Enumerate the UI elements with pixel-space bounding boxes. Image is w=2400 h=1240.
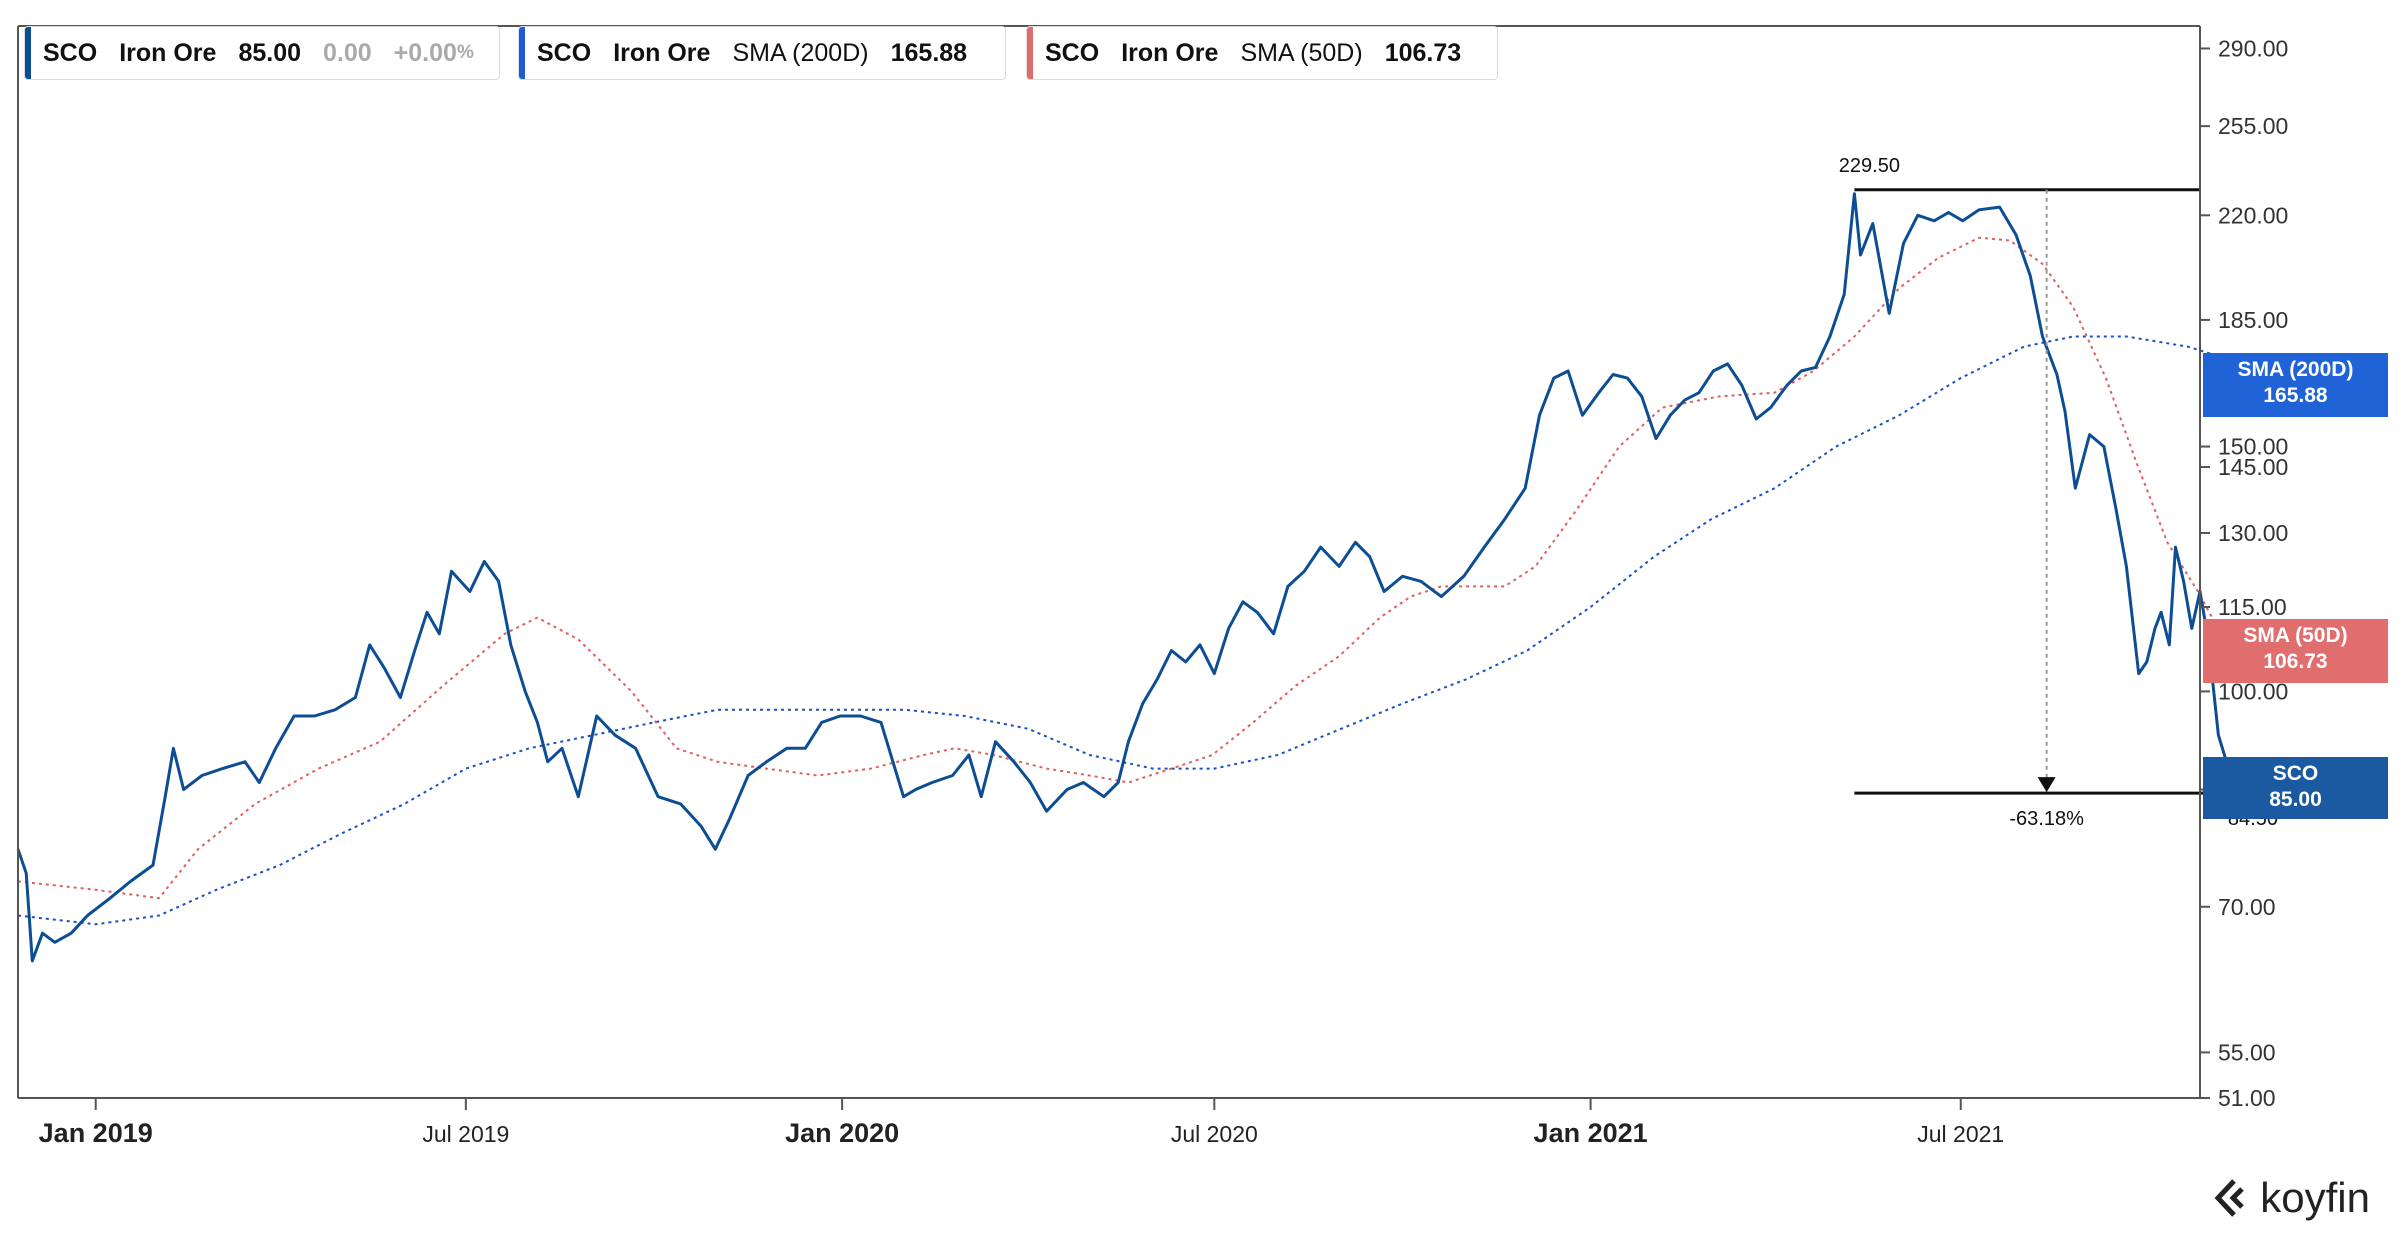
legend-sma200[interactable]: SCO Iron Ore SMA (200D) 165.88: [518, 26, 1006, 80]
y-tick-label: 150.00: [2218, 434, 2288, 460]
legend-name: Iron Ore: [1121, 38, 1219, 67]
legend-value: 165.88: [890, 38, 968, 67]
y-tick-label: 130.00: [2218, 520, 2288, 546]
legend-indicator: SMA (50D): [1240, 38, 1363, 67]
legend-ticker: SCO: [1045, 38, 1100, 67]
legend-value: 106.73: [1384, 38, 1462, 67]
legend-pct: +0.00: [393, 38, 457, 67]
legend-price[interactable]: SCO Iron Ore 85.00 0.00 +0.00%: [24, 26, 500, 80]
y-tick-label: 255.00: [2218, 113, 2288, 139]
y-tick-label: 185.00: [2218, 307, 2288, 333]
tag-label: SMA (200D): [2237, 358, 2354, 381]
tag-value: 106.73: [2263, 650, 2328, 673]
legend-value: 85.00: [238, 38, 301, 67]
legend-name: Iron Ore: [613, 38, 711, 67]
legend-color-bar: [25, 27, 31, 79]
legend-ticker: SCO: [537, 38, 592, 67]
series-line-sma-200d-: [17, 335, 2256, 926]
y-tick-label: 55.00: [2218, 1039, 2276, 1065]
x-tick-label: Jan 2019: [39, 1118, 153, 1148]
koyfin-logo[interactable]: koyfin: [2212, 1174, 2370, 1222]
drawdown-label: -63.18%: [2009, 808, 2084, 830]
koyfin-logo-icon: [2214, 1179, 2245, 1217]
x-tick-label: Jul 2020: [1171, 1121, 1258, 1147]
y-tick-label: 70.00: [2218, 894, 2276, 920]
y-tick-label: 115.00: [2218, 594, 2287, 620]
series-line-sco: [16, 192, 2256, 963]
y-tick-label: 220.00: [2218, 202, 2288, 228]
drawdown-arrow-icon: [2037, 777, 2056, 793]
tag-price: SCO 85.00: [2203, 757, 2388, 819]
series-line-sma-50d-: [17, 236, 2232, 900]
series-layer: [16, 192, 2256, 963]
x-tick-label: Jul 2019: [422, 1121, 509, 1147]
y-tick-label: 290.00: [2218, 35, 2288, 61]
brand-name: koyfin: [2260, 1174, 2370, 1221]
x-tick-label: Jan 2021: [1534, 1118, 1648, 1148]
high-value-label: 229.50: [1839, 155, 1900, 177]
x-tick-label: Jul 2021: [1917, 1121, 2004, 1147]
legend-color-bar: [1027, 27, 1033, 79]
y-tick-label: 145.00: [2218, 454, 2288, 480]
legend-pct-unit: %: [456, 42, 474, 63]
tag-label: SMA (50D): [2243, 624, 2348, 647]
legend-name: Iron Ore: [119, 38, 217, 67]
legend-color-bar: [519, 27, 525, 79]
tag-label: SCO: [2272, 762, 2319, 785]
legend-indicator: SMA (200D): [732, 38, 869, 67]
tag-sma200: SMA (200D) 165.88: [2203, 353, 2388, 417]
tag-sma50: SMA (50D) 106.73: [2203, 619, 2388, 683]
tag-value: 85.00: [2269, 788, 2322, 811]
legend-change: 0.00: [323, 38, 372, 67]
y-tick-label: 51.00: [2218, 1085, 2276, 1111]
legend-ticker: SCO: [43, 38, 98, 67]
legend-sma50[interactable]: SCO Iron Ore SMA (50D) 106.73: [1026, 26, 1498, 80]
x-tick-label: Jan 2020: [785, 1118, 899, 1148]
tag-value: 165.88: [2263, 384, 2328, 407]
